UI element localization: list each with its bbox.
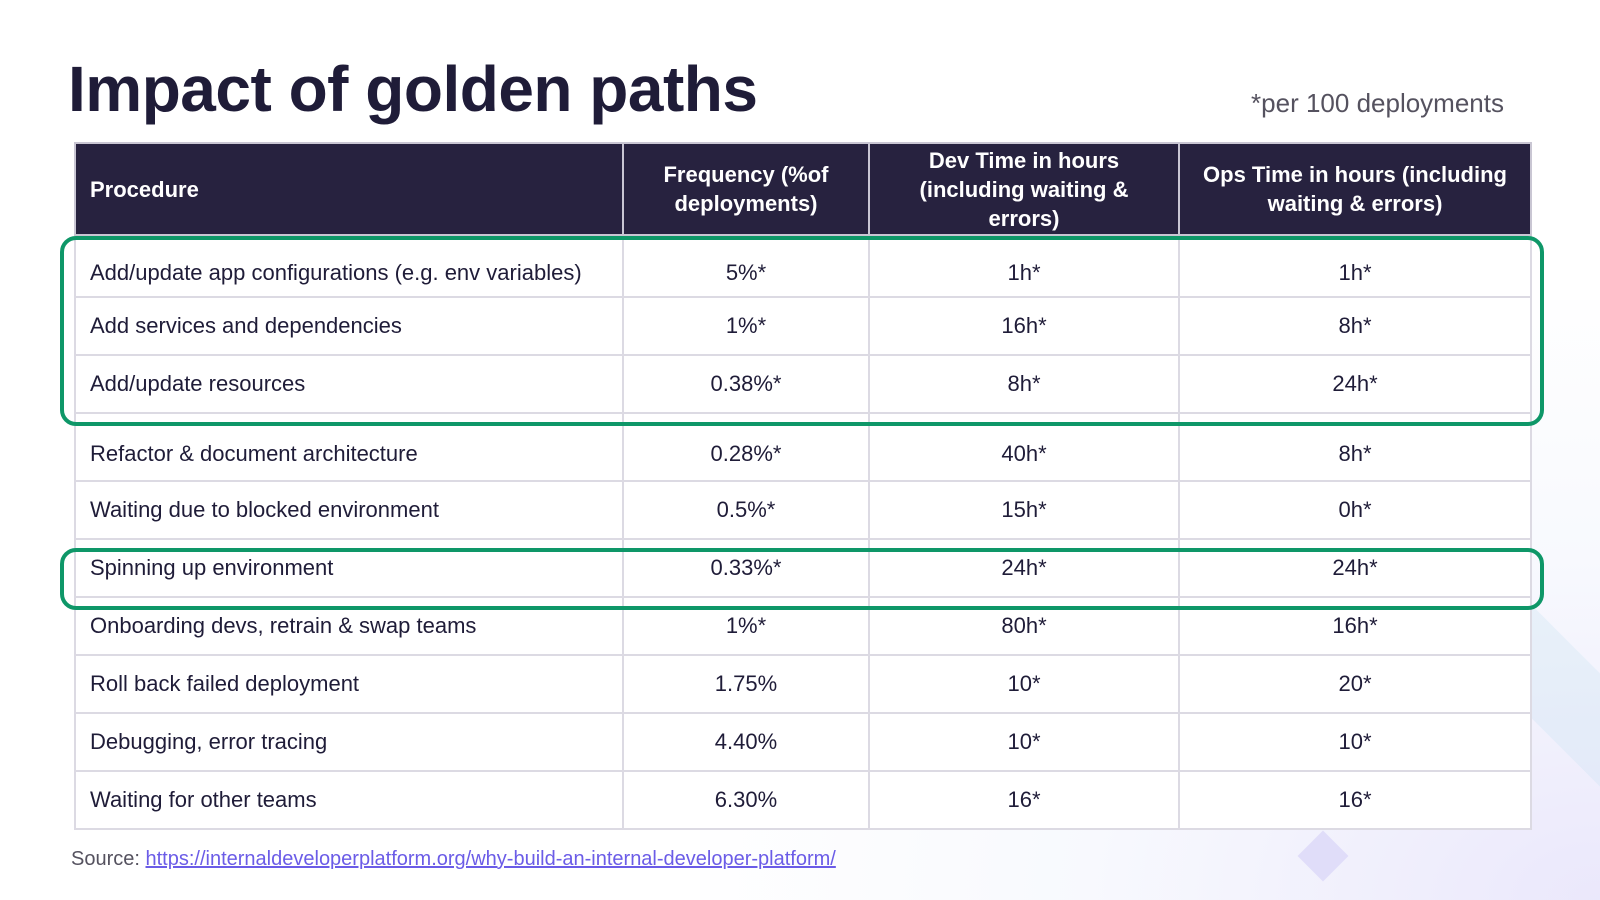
cell-dev-time: 10* [868, 654, 1180, 714]
table-body: Add/update app configurations (e.g. env … [74, 234, 1532, 830]
header-dev-time: Dev Time in hours (including waiting & e… [868, 142, 1180, 236]
footnote: *per 100 deployments [1251, 88, 1504, 118]
cell-dev-time: 1h* [868, 234, 1180, 298]
cell-dev-time: 15h* [868, 480, 1180, 540]
cell-ops-time: 16h* [1178, 596, 1532, 656]
cell-procedure: Spinning up environment [74, 538, 624, 598]
table-row: Waiting for other teams 6.30% 16* 16* [74, 770, 1532, 830]
cell-ops-time: 24h* [1178, 354, 1532, 414]
cell-dev-time: 8h* [868, 354, 1180, 414]
header-frequency: Frequency (%of deployments) [622, 142, 870, 236]
cell-ops-time: 0h* [1178, 480, 1532, 540]
cell-frequency: 4.40% [622, 712, 870, 772]
table-row: Roll back failed deployment 1.75% 10* 20… [74, 654, 1532, 714]
cell-procedure: Add/update app configurations (e.g. env … [74, 234, 624, 298]
cell-frequency: 6.30% [622, 770, 870, 830]
cell-frequency: 1%* [622, 296, 870, 356]
table-row: Debugging, error tracing 4.40% 10* 10* [74, 712, 1532, 772]
cell-procedure: Waiting due to blocked environment [74, 480, 624, 540]
cell-procedure: Add/update resources [74, 354, 624, 414]
cell-frequency: 0.5%* [622, 480, 870, 540]
cell-frequency: 0.28%* [622, 412, 870, 482]
table-header: Procedure Frequency (%of deployments) De… [74, 142, 1532, 236]
source-label: Source: [71, 848, 140, 870]
table-row: Onboarding devs, retrain & swap teams 1%… [74, 596, 1532, 656]
table-row: Waiting due to blocked environment 0.5%*… [74, 480, 1532, 540]
cell-procedure: Refactor & document architecture [74, 412, 624, 482]
cell-procedure: Debugging, error tracing [74, 712, 624, 772]
decorative-diamond [1297, 830, 1349, 882]
source-citation: Source: https://internaldeveloperplatfor… [71, 848, 836, 871]
table-row: Add/update resources 0.38%* 8h* 24h* [74, 354, 1532, 414]
cell-procedure: Waiting for other teams [74, 770, 624, 830]
cell-ops-time: 16* [1178, 770, 1532, 830]
cell-procedure: Onboarding devs, retrain & swap teams [74, 596, 624, 656]
table-row: Add services and dependencies 1%* 16h* 8… [74, 296, 1532, 356]
cell-frequency: 5%* [622, 234, 870, 298]
golden-paths-table: Procedure Frequency (%of deployments) De… [74, 142, 1532, 830]
table-row: Add/update app configurations (e.g. env … [74, 234, 1532, 298]
page-title: Impact of golden paths [68, 53, 758, 125]
cell-procedure: Roll back failed deployment [74, 654, 624, 714]
cell-ops-time: 8h* [1178, 296, 1532, 356]
cell-dev-time: 80h* [868, 596, 1180, 656]
cell-ops-time: 24h* [1178, 538, 1532, 598]
cell-ops-time: 20* [1178, 654, 1532, 714]
header-ops-time: Ops Time in hours (including waiting & e… [1178, 142, 1532, 236]
cell-frequency: 1%* [622, 596, 870, 656]
source-link[interactable]: https://internaldeveloperplatform.org/wh… [145, 848, 836, 870]
cell-dev-time: 24h* [868, 538, 1180, 598]
cell-frequency: 1.75% [622, 654, 870, 714]
cell-procedure: Add services and dependencies [74, 296, 624, 356]
cell-frequency: 0.38%* [622, 354, 870, 414]
cell-dev-time: 16h* [868, 296, 1180, 356]
table-row: Refactor & document architecture 0.28%* … [74, 412, 1532, 482]
cell-frequency: 0.33%* [622, 538, 870, 598]
cell-dev-time: 16* [868, 770, 1180, 830]
header-row: Procedure Frequency (%of deployments) De… [74, 142, 1532, 236]
cell-dev-time: 10* [868, 712, 1180, 772]
cell-ops-time: 10* [1178, 712, 1532, 772]
header-procedure: Procedure [74, 142, 624, 236]
table-row: Spinning up environment 0.33%* 24h* 24h* [74, 538, 1532, 598]
cell-dev-time: 40h* [868, 412, 1180, 482]
cell-ops-time: 1h* [1178, 234, 1532, 298]
cell-ops-time: 8h* [1178, 412, 1532, 482]
